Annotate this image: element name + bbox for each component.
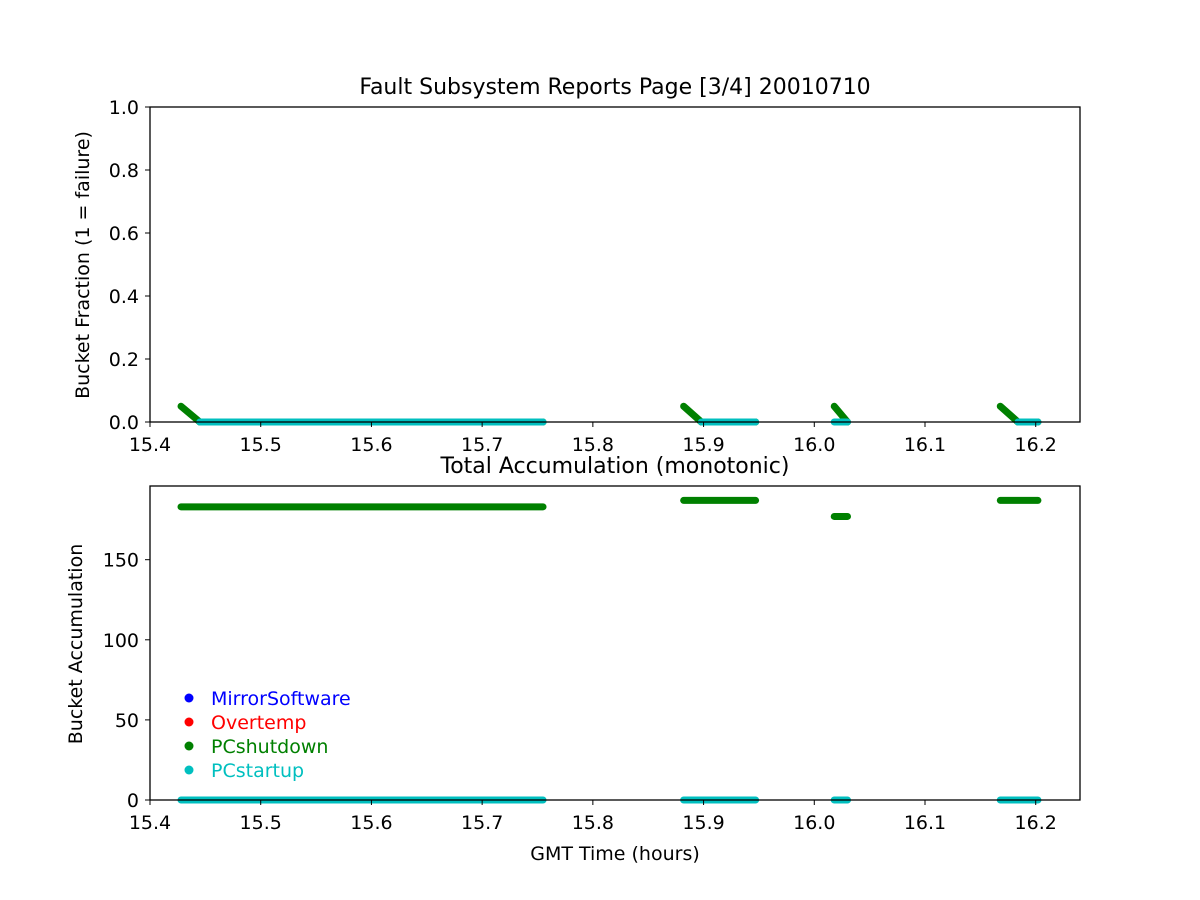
- legend-label-pcshutdown: PCshutdown: [211, 736, 328, 758]
- top-panel-title: Fault Subsystem Reports Page [3/4] 20010…: [359, 75, 870, 100]
- bottom-ytick-label-2: 100: [103, 630, 139, 652]
- bottom-xtick-label-6: 16.0: [793, 812, 835, 834]
- bottom-xtick-label-0: 15.4: [129, 812, 171, 834]
- bottom-xtick-label-8: 16.2: [1015, 812, 1057, 834]
- legend-marker-overtemp: [184, 717, 194, 727]
- bottom-ytick-label-3: 150: [103, 550, 139, 572]
- top-xtick-label-8: 16.2: [1015, 434, 1057, 456]
- bottom-ytick-label-0: 0: [127, 790, 139, 812]
- top-xtick-label-7: 16.1: [904, 434, 946, 456]
- bottom-xtick-label-7: 16.1: [904, 812, 946, 834]
- top-xtick-label-1: 15.5: [240, 434, 282, 456]
- bottom-panel-axes: 15.4 15.5 15.6 15.7 15.8 15.9 16.0 16.1 16.2 0 50 1…: [103, 550, 1057, 834]
- bottom-xtick-label-1: 15.5: [240, 812, 282, 834]
- top-ytick-label-2: 0.4: [109, 286, 139, 308]
- legend-label-pcstartup: PCstartup: [211, 760, 304, 782]
- top-panel-frame: [149, 106, 1081, 423]
- top-ytick-label-1: 0.2: [109, 349, 139, 371]
- bottom-xtick-label-5: 15.9: [682, 812, 724, 834]
- top-pcshutdown-segment-0: [177, 402, 204, 426]
- top-ytick-label-5: 1.0: [109, 97, 139, 119]
- top-pcshutdown-segment-5: [996, 402, 1022, 426]
- bottom-panel-ylabel: Bucket Accumulation: [65, 544, 87, 745]
- bottom-xtick-label-2: 15.6: [350, 812, 392, 834]
- top-panel: Fault Subsystem Reports Page [3/4] 20010…: [72, 75, 1081, 456]
- legend-marker-pcshutdown: [184, 741, 194, 751]
- top-xtick-label-4: 15.8: [572, 434, 614, 456]
- top-ytick-label-4: 0.8: [109, 160, 139, 182]
- bottom-panel: Total Accumulation (monotonic) 15.4 15.5 1…: [65, 454, 1081, 865]
- bottom-panel-frame: [149, 485, 1081, 801]
- bottom-panel-title: Total Accumulation (monotonic): [440, 454, 790, 479]
- top-panel-axes: 15.4 15.5 15.6 15.7 15.8 15.9 16.0 16.1 16.2 0.0 0…: [109, 97, 1057, 456]
- top-pcshutdown-segment-2: [680, 402, 705, 426]
- legend: MirrorSoftwareOvertempPCshutdownPCstartu…: [184, 688, 351, 782]
- top-ytick-label-0: 0.0: [109, 412, 139, 434]
- legend-marker-mirrorsoftware: [184, 693, 194, 703]
- bottom-ytick-label-1: 50: [115, 710, 139, 732]
- top-xtick-label-0: 15.4: [129, 434, 171, 456]
- top-xtick-label-2: 15.6: [350, 434, 392, 456]
- top-xtick-label-3: 15.7: [461, 434, 503, 456]
- legend-marker-pcstartup: [184, 765, 194, 775]
- top-panel-ylabel: Bucket Fraction (1 = failure): [72, 131, 94, 399]
- legend-label-mirrorsoftware: MirrorSoftware: [211, 688, 351, 710]
- bottom-xtick-label-4: 15.8: [572, 812, 614, 834]
- legend-label-overtemp: Overtemp: [211, 712, 306, 734]
- top-ytick-label-3: 0.6: [109, 223, 139, 245]
- top-xtick-label-5: 15.9: [682, 434, 724, 456]
- bottom-panel-xlabel: GMT Time (hours): [530, 843, 700, 865]
- bottom-xtick-label-3: 15.7: [461, 812, 503, 834]
- top-xtick-label-6: 16.0: [793, 434, 835, 456]
